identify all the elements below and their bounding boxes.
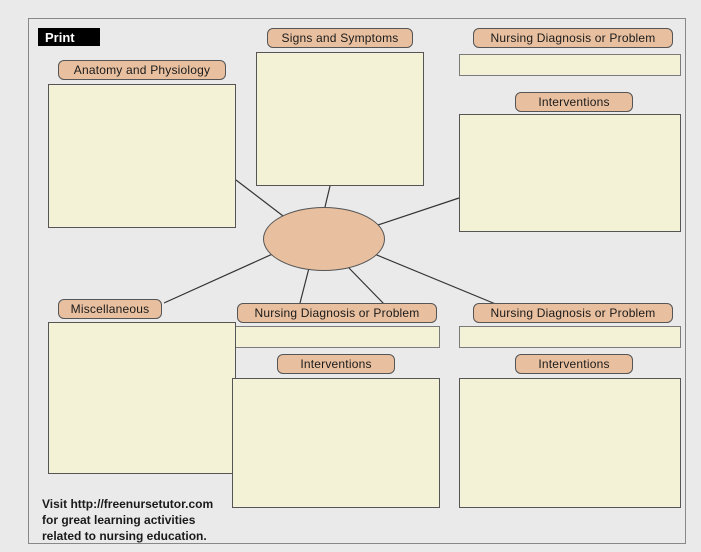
footer-line3: related to nursing education. xyxy=(42,529,207,543)
print-button[interactable]: Print xyxy=(38,28,100,46)
box-interventions-right xyxy=(459,378,681,508)
slimbox-diagnosis-mid xyxy=(232,326,440,348)
center-ellipse xyxy=(263,207,385,271)
label-diagnosis-right: Nursing Diagnosis or Problem xyxy=(473,303,673,323)
box-interventions-mid xyxy=(232,378,440,508)
label-diagnosis-top: Nursing Diagnosis or Problem xyxy=(473,28,673,48)
footer-line2: for great learning activities xyxy=(42,513,195,527)
footer-line1: Visit http://freenursetutor.com xyxy=(42,497,213,511)
box-signs-symptoms xyxy=(256,52,424,186)
label-interventions-right: Interventions xyxy=(515,354,633,374)
label-signs-symptoms: Signs and Symptoms xyxy=(267,28,413,48)
box-miscellaneous xyxy=(48,322,236,474)
label-interventions-top: Interventions xyxy=(515,92,633,112)
box-anatomy-physiology xyxy=(48,84,236,228)
label-anatomy-physiology: Anatomy and Physiology xyxy=(58,60,226,80)
slimbox-diagnosis-right xyxy=(459,326,681,348)
label-interventions-mid: Interventions xyxy=(277,354,395,374)
diagram-canvas: Print Anatomy and Physiology Signs and S… xyxy=(0,0,701,552)
footer-credit: Visit http://freenursetutor.com for grea… xyxy=(42,496,252,545)
label-diagnosis-mid: Nursing Diagnosis or Problem xyxy=(237,303,437,323)
slimbox-diagnosis-top xyxy=(459,54,681,76)
label-miscellaneous: Miscellaneous xyxy=(58,299,162,319)
box-interventions-top xyxy=(459,114,681,232)
